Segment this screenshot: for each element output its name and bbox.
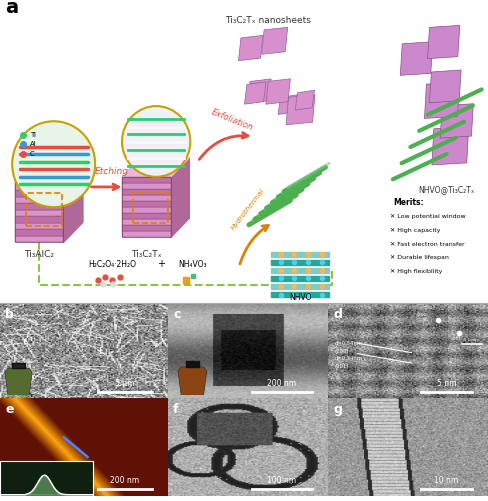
Text: H₂C₂O₄·2H₂O: H₂C₂O₄·2H₂O xyxy=(88,260,136,269)
Text: a: a xyxy=(5,0,18,17)
Polygon shape xyxy=(122,158,189,177)
Text: b: b xyxy=(5,308,14,321)
Polygon shape xyxy=(171,158,189,237)
Text: 200 nm: 200 nm xyxy=(110,476,139,485)
Text: 5 nm: 5 nm xyxy=(437,379,456,388)
Polygon shape xyxy=(15,196,63,203)
Polygon shape xyxy=(122,231,171,237)
Text: Merits:: Merits: xyxy=(393,197,424,206)
Polygon shape xyxy=(271,252,329,257)
Polygon shape xyxy=(15,157,83,177)
Text: g: g xyxy=(333,403,342,416)
Polygon shape xyxy=(278,95,297,114)
Text: Ti: Ti xyxy=(30,132,36,138)
Text: (200): (200) xyxy=(335,349,349,354)
Polygon shape xyxy=(425,82,460,118)
Polygon shape xyxy=(15,209,63,216)
Text: Etching: Etching xyxy=(95,167,129,176)
Polygon shape xyxy=(271,284,329,289)
Polygon shape xyxy=(15,229,63,236)
Text: NHVO@Ti₃C₂Tₓ: NHVO@Ti₃C₂Tₓ xyxy=(418,185,475,194)
Polygon shape xyxy=(122,213,171,219)
Polygon shape xyxy=(271,260,329,265)
Polygon shape xyxy=(271,276,329,281)
Text: c: c xyxy=(173,308,181,321)
Text: f: f xyxy=(173,403,179,416)
Polygon shape xyxy=(122,189,171,195)
Text: Al: Al xyxy=(30,141,37,147)
Polygon shape xyxy=(262,28,287,54)
Polygon shape xyxy=(15,216,63,223)
Text: 100 nm: 100 nm xyxy=(267,476,297,485)
Polygon shape xyxy=(15,203,63,209)
Text: ✕ Durable lifespan: ✕ Durable lifespan xyxy=(390,255,449,260)
Polygon shape xyxy=(15,190,63,196)
Text: d=0.54nm: d=0.54nm xyxy=(335,341,363,346)
Text: Ti₃C₂Tₓ: Ti₃C₂Tₓ xyxy=(131,249,162,259)
Text: d=0.34nm: d=0.34nm xyxy=(335,356,363,361)
Polygon shape xyxy=(122,207,171,213)
Polygon shape xyxy=(63,157,83,242)
Polygon shape xyxy=(440,104,473,138)
Text: ✕ Low potential window: ✕ Low potential window xyxy=(390,214,466,219)
Polygon shape xyxy=(266,79,290,104)
Polygon shape xyxy=(286,95,315,125)
Polygon shape xyxy=(15,177,63,183)
Polygon shape xyxy=(429,70,461,103)
Polygon shape xyxy=(15,236,63,242)
Text: ✕ High flexibility: ✕ High flexibility xyxy=(390,269,443,274)
Circle shape xyxy=(122,106,190,177)
Polygon shape xyxy=(239,36,263,61)
Polygon shape xyxy=(122,225,171,231)
Polygon shape xyxy=(295,90,314,110)
Polygon shape xyxy=(122,183,171,189)
Polygon shape xyxy=(122,195,171,201)
Text: ✕ High capacity: ✕ High capacity xyxy=(390,228,441,233)
Text: 200 nm: 200 nm xyxy=(267,379,297,388)
Polygon shape xyxy=(432,127,468,165)
Polygon shape xyxy=(400,42,433,75)
Text: Ti₃AlC₂: Ti₃AlC₂ xyxy=(24,249,54,259)
Text: e: e xyxy=(5,403,14,416)
Text: Exfoliation: Exfoliation xyxy=(210,107,254,132)
Text: (001): (001) xyxy=(335,364,349,369)
Text: d: d xyxy=(333,308,342,321)
Polygon shape xyxy=(271,268,329,273)
Text: Hydrothermal: Hydrothermal xyxy=(230,187,266,231)
Circle shape xyxy=(12,121,95,207)
Text: 5 μm: 5 μm xyxy=(115,379,134,388)
Polygon shape xyxy=(244,82,266,104)
Text: C: C xyxy=(30,151,35,157)
Polygon shape xyxy=(122,177,171,183)
Polygon shape xyxy=(15,183,63,190)
Polygon shape xyxy=(271,292,329,297)
Text: 10 nm: 10 nm xyxy=(434,476,459,485)
Text: Ti₃C₂Tₓ nanosheets: Ti₃C₂Tₓ nanosheets xyxy=(225,16,311,25)
Text: NHVO: NHVO xyxy=(289,293,311,302)
Text: NH₄VO₃: NH₄VO₃ xyxy=(179,260,207,269)
Text: ✕ Fast electron transfer: ✕ Fast electron transfer xyxy=(390,241,465,246)
Polygon shape xyxy=(15,223,63,229)
Polygon shape xyxy=(122,219,171,225)
Text: +: + xyxy=(157,259,165,269)
Polygon shape xyxy=(122,201,171,207)
Polygon shape xyxy=(427,26,460,59)
Polygon shape xyxy=(248,79,271,103)
